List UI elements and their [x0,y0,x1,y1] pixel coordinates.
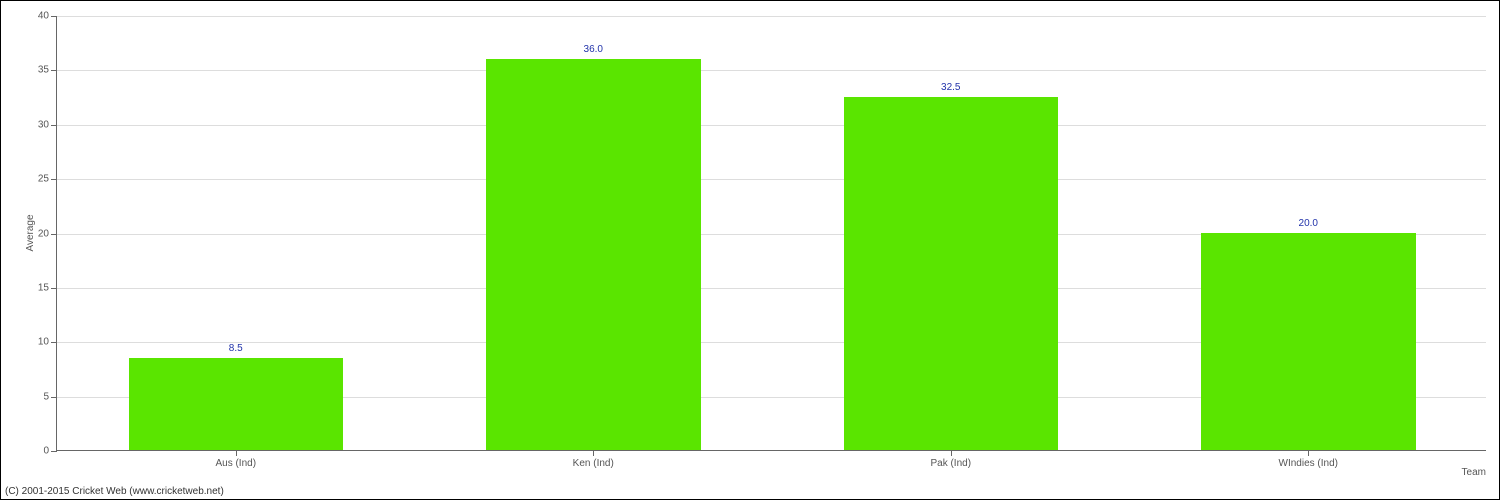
copyright-text: (C) 2001-2015 Cricket Web (www.cricketwe… [5,486,224,497]
chart-frame: 0 5 10 15 20 25 30 35 40 8.5 36.0 32.5 20.0 Aus (In… [0,0,1500,500]
y-tick-label: 40 [38,11,57,22]
axes: 0510152025303540 8.536.032.520.0 Aus (In… [56,16,1486,451]
y-tick-label: 35 [38,65,57,76]
y-tick-label: 20 [38,228,57,239]
bar-value-label: 20.0 [1299,218,1318,233]
x-tick-label: Aus (Ind) [215,450,256,469]
y-tick-label: 25 [38,174,57,185]
y-tick-label: 15 [38,282,57,293]
y-tick-label: 5 [43,391,57,402]
gridline [57,179,1486,180]
bar-value-label: 36.0 [584,44,603,59]
y-tick-label: 0 [43,446,57,457]
bar: 32.5 [844,97,1059,450]
x-tick-label: WIndies (Ind) [1279,450,1338,469]
bar-value-label: 32.5 [941,82,960,97]
x-tick-label: Ken (Ind) [573,450,614,469]
x-tick-label: Pak (Ind) [930,450,971,469]
gridline [57,70,1486,71]
x-axis-label: Team [1462,467,1486,478]
y-axis-label: Average [25,214,36,251]
bar: 36.0 [486,59,701,451]
y-tick-label: 10 [38,337,57,348]
bar: 8.5 [129,358,344,450]
bar: 20.0 [1201,233,1416,451]
plot-area: 0510152025303540 8.536.032.520.0 Aus (In… [56,16,1486,451]
y-tick-label: 30 [38,119,57,130]
bar-value-label: 8.5 [229,343,243,358]
gridline [57,16,1486,17]
gridline [57,125,1486,126]
